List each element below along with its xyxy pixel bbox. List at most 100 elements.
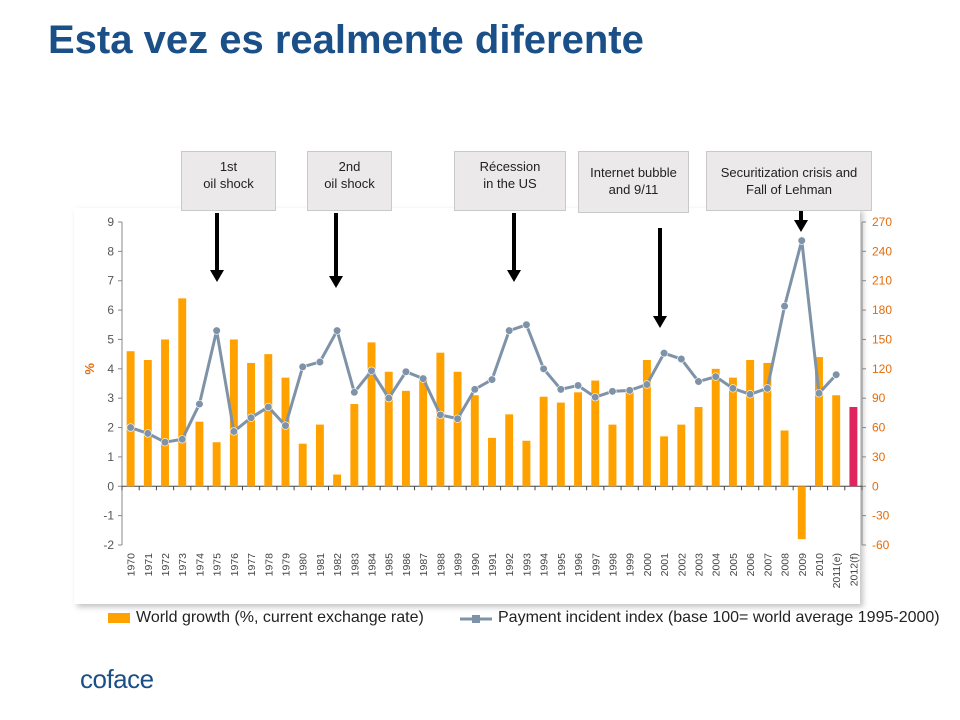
right-axis-tick-label: 90 <box>872 391 886 405</box>
x-tick-label: 1974 <box>194 553 206 577</box>
line-point <box>814 389 824 398</box>
line-point <box>229 427 238 436</box>
x-tick-label: 1972 <box>160 553 172 577</box>
bar <box>247 362 256 487</box>
line-point <box>625 386 634 395</box>
bar <box>453 371 462 487</box>
axes: 9876543210-1-2%2702402101801501209060300… <box>82 215 892 552</box>
bar <box>832 395 841 487</box>
line-point <box>522 320 531 329</box>
x-tick-label: 2007 <box>762 553 774 577</box>
callout-line: and 9/11 <box>608 182 659 197</box>
x-tick-label: 1988 <box>435 553 447 577</box>
left-axis-tick-label: 1 <box>107 450 114 464</box>
x-tick-label: 1980 <box>298 553 310 577</box>
bar <box>505 414 514 487</box>
x-tick-label: 2003 <box>694 553 706 577</box>
bar <box>367 342 376 487</box>
line-point <box>212 326 221 335</box>
bar <box>522 440 531 487</box>
x-tick-label: 1992 <box>504 553 516 577</box>
line-point <box>419 374 428 383</box>
line-point <box>143 429 152 438</box>
x-tick-label: 1978 <box>263 553 275 577</box>
right-axis-tick-label: -30 <box>872 509 890 523</box>
line-point <box>746 390 755 399</box>
right-axis-tick-label: 0 <box>872 479 879 493</box>
x-tick-label: 2001 <box>659 553 671 577</box>
callout-line: 1st <box>219 159 238 174</box>
left-axis-label: % <box>82 363 97 375</box>
left-axis-tick-label: 3 <box>107 391 114 405</box>
x-tick-label: 1998 <box>607 553 619 577</box>
arrow-head <box>653 316 667 328</box>
bar <box>229 339 238 487</box>
svg-text:coface: coface <box>80 664 154 694</box>
bar <box>488 437 496 487</box>
bar <box>419 379 428 487</box>
x-tick-label: 2010 <box>814 553 826 577</box>
x-tick-label: 2000 <box>642 553 654 577</box>
x-tick-label: 1985 <box>384 553 396 577</box>
bar <box>539 396 548 487</box>
callout-internet-bubble: Internet bubble and 9/11 <box>578 151 689 213</box>
line-point <box>797 236 806 245</box>
x-tick-label: 2009 <box>797 553 809 577</box>
chart-frame <box>74 208 860 604</box>
bar <box>763 362 772 487</box>
right-axis-tick-label: -60 <box>872 538 890 552</box>
page-title: Esta vez es realmente diferente <box>48 18 644 62</box>
callout-line: Internet bubble <box>590 165 677 180</box>
x-tick-label: 1976 <box>229 553 241 577</box>
callout-line: Fall of Lehman <box>746 182 832 197</box>
right-axis-tick-label: 180 <box>872 303 892 317</box>
left-axis-tick-label: -2 <box>103 538 114 552</box>
bar <box>728 377 737 487</box>
bar <box>780 430 789 487</box>
x-tick-label: 1977 <box>246 553 258 577</box>
bar <box>315 424 324 487</box>
left-axis-tick-label: 2 <box>107 421 114 435</box>
x-tick-label: 1975 <box>212 553 224 577</box>
bar <box>625 390 634 487</box>
line-point <box>315 357 325 367</box>
x-tick-label: 1997 <box>590 553 602 577</box>
x-tick-labels: 1970 1971 1972 1973 1974 1975 1976 1977 1978 1979… <box>126 553 861 589</box>
x-tick-label: 1979 <box>280 553 292 577</box>
callout-oil-shock-1: 1st oil shock <box>181 151 276 211</box>
line-point <box>728 384 738 393</box>
bar <box>711 368 720 487</box>
line-point <box>556 385 565 394</box>
x-tick-label: 1981 <box>315 553 327 577</box>
callout-line: Securitization crisis and <box>720 165 858 180</box>
x-tick-label: 1970 <box>126 553 138 577</box>
arrow-head <box>210 270 224 282</box>
x-tick-label: 1983 <box>349 553 361 577</box>
bar <box>660 436 669 487</box>
bar <box>556 402 565 487</box>
x-tick-label: 2005 <box>728 553 740 577</box>
right-axis-tick-label: 30 <box>872 450 886 464</box>
x-tick-label: 1996 <box>573 553 585 577</box>
x-tick-label: 2002 <box>676 553 688 577</box>
bar <box>161 339 169 487</box>
bar <box>264 354 273 487</box>
left-axis-tick-label: 4 <box>107 362 114 376</box>
callout-line: 2nd <box>338 159 361 174</box>
bar <box>126 351 135 487</box>
left-axis-tick-label: 8 <box>107 244 114 258</box>
line-point <box>401 367 411 376</box>
bar <box>574 392 583 487</box>
x-tick-label: 1993 <box>521 553 533 577</box>
line-point <box>160 438 170 447</box>
line-point <box>367 366 376 375</box>
line-point <box>573 381 583 390</box>
legend-item-bars: World growth (%, current exchange rate) <box>108 609 424 627</box>
bar <box>608 424 617 487</box>
line-point <box>384 394 393 403</box>
x-tick-label: 2006 <box>745 553 757 577</box>
x-tick-label: 1986 <box>401 553 413 577</box>
x-tick-label: 2008 <box>780 553 792 577</box>
legend-swatch-bar <box>108 613 130 623</box>
coface-logo: coface <box>80 664 190 701</box>
